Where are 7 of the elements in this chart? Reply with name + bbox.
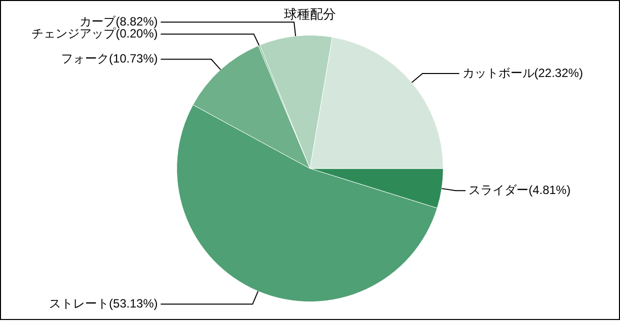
slice-label: チェンジアップ(0.20%) (32, 26, 158, 40)
slice-label: フォーク(10.73%) (61, 52, 158, 66)
slice-label: スライダー(4.81%) (468, 182, 571, 197)
slice-label: カーブ(8.82%) (80, 14, 158, 28)
chart-title: 球種配分 (284, 6, 336, 22)
slice-label: カットボール(22.32%) (462, 66, 583, 80)
slice-label: ストレート(53.13%) (49, 296, 158, 310)
